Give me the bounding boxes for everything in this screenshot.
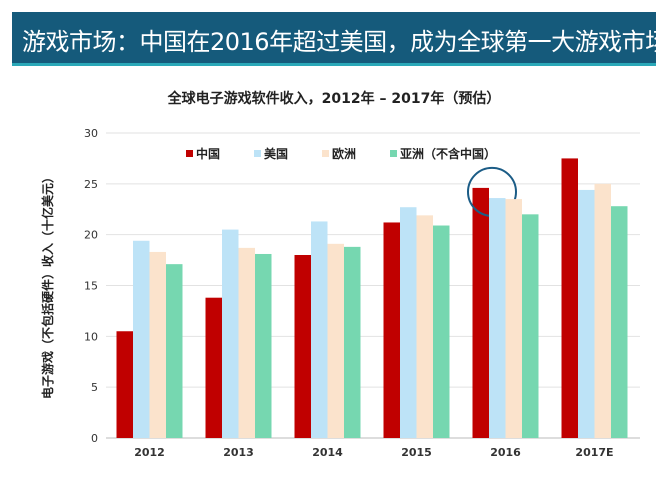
y-tick-label: 20 xyxy=(84,229,98,242)
bar-2016-0 xyxy=(472,187,489,438)
bar-2016-2 xyxy=(505,199,522,438)
bar-2017E-0 xyxy=(561,158,578,438)
y-tick-label: 5 xyxy=(91,381,98,394)
bar-2017E-1 xyxy=(578,189,595,438)
x-tick-label: 2015 xyxy=(401,446,432,459)
y-tick-label: 10 xyxy=(84,330,98,343)
y-tick-label: 30 xyxy=(84,127,98,140)
bar-2014-0 xyxy=(294,255,311,438)
bar-2014-2 xyxy=(327,243,344,438)
bar-2016-3 xyxy=(522,214,539,438)
x-tick-label: 2014 xyxy=(312,446,343,459)
header-banner: 游戏市场：中国在2016年超过美国，成为全球第一大游戏市场 xyxy=(12,12,668,66)
y-tick-label: 25 xyxy=(84,178,98,191)
bar-2015-0 xyxy=(383,222,400,438)
legend-swatch xyxy=(254,150,261,157)
bar-2015-1 xyxy=(400,207,417,438)
bar-2012-1 xyxy=(133,240,150,438)
legend-swatch xyxy=(322,150,329,157)
bar-2015-3 xyxy=(433,225,450,438)
bar-2012-0 xyxy=(116,331,133,438)
x-tick-label: 2013 xyxy=(223,446,254,459)
x-tick-label: 2016 xyxy=(490,446,521,459)
bar-2012-3 xyxy=(166,264,183,438)
y-tick-label: 0 xyxy=(91,432,98,445)
bar-2013-3 xyxy=(255,253,272,438)
bar-2013-0 xyxy=(205,297,222,438)
bar-2017E-3 xyxy=(611,206,628,438)
legend-swatch xyxy=(186,150,193,157)
legend-label: 中国 xyxy=(196,146,220,161)
y-axis-label: 电子游戏（不包括硬件）收入（十亿美元） xyxy=(40,171,55,399)
x-tick-label: 2012 xyxy=(134,446,165,459)
bar-2015-2 xyxy=(416,215,433,438)
y-tick-label: 15 xyxy=(84,280,98,293)
legend-label: 欧洲 xyxy=(332,146,356,161)
bar-2012-2 xyxy=(149,251,166,438)
legend-label: 亚洲（不含中国） xyxy=(400,146,496,161)
chart-title: 全球电子游戏软件收入，2012年 – 2017年（预估） xyxy=(167,91,501,107)
bar-2014-1 xyxy=(311,221,328,438)
legend-swatch xyxy=(390,150,397,157)
bar-2013-1 xyxy=(222,229,239,438)
legend-label: 美国 xyxy=(264,146,288,161)
bar-2013-2 xyxy=(238,247,255,438)
x-tick-label: 2017E xyxy=(575,446,613,459)
bar-2017E-2 xyxy=(594,183,611,438)
bar-2014-3 xyxy=(344,246,361,438)
bar-2016-1 xyxy=(489,198,506,438)
header-title: 游戏市场：中国在2016年超过美国，成为全球第一大游戏市场 xyxy=(22,28,668,56)
